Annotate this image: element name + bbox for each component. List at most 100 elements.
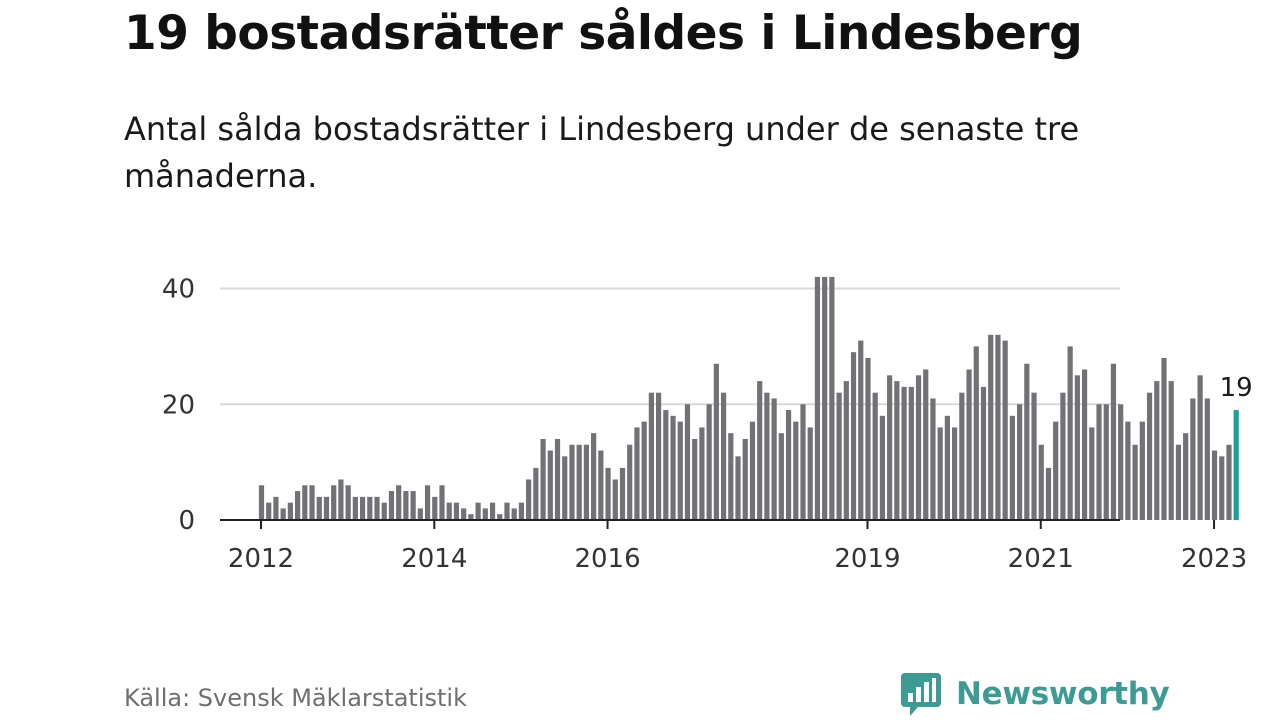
bar [323, 496, 330, 520]
bar [728, 433, 734, 520]
bar [533, 467, 539, 520]
bar [381, 502, 387, 520]
bar-series [258, 276, 1239, 521]
bar [482, 508, 488, 520]
bar [930, 398, 936, 520]
bar [1168, 381, 1174, 520]
bar [937, 427, 943, 520]
bar [1002, 340, 1008, 520]
bar [648, 392, 654, 520]
bar [1110, 363, 1117, 520]
bar [663, 410, 669, 520]
bar [771, 398, 777, 520]
bar [814, 276, 821, 520]
bar [605, 467, 611, 520]
bar [1175, 444, 1182, 520]
bar [295, 491, 301, 520]
bar [966, 369, 972, 520]
bar [576, 444, 582, 520]
bar [1197, 375, 1203, 520]
x-tick-label: 2016 [574, 544, 640, 574]
bar [1132, 444, 1138, 520]
bar [836, 392, 842, 520]
bar [562, 456, 568, 520]
bar [591, 433, 597, 520]
bar [388, 491, 395, 520]
bar [1089, 427, 1095, 520]
x-tick-label: 2019 [834, 544, 900, 574]
bar-highlighted [1233, 410, 1239, 520]
bar [1060, 392, 1066, 520]
bar [475, 502, 481, 520]
bar [504, 502, 510, 520]
bar [1031, 392, 1037, 520]
bar-chart: 0 20 40 2012 2014 2016 2019 2021 2023 19 [162, 275, 1253, 575]
bar [901, 386, 907, 520]
bar [793, 421, 799, 520]
bar [894, 381, 900, 520]
bar [287, 502, 293, 520]
bar [461, 508, 467, 520]
x-tick-label: 2012 [228, 544, 294, 574]
bar [439, 485, 445, 520]
bar [518, 502, 525, 520]
bar [1009, 415, 1015, 520]
bar [988, 334, 994, 520]
bar [273, 496, 279, 520]
bar [1190, 398, 1196, 520]
bar [569, 444, 575, 520]
bar [1211, 450, 1218, 520]
bar [1024, 363, 1030, 520]
bar [749, 421, 756, 520]
x-tick-label: 2023 [1181, 544, 1247, 574]
bar [742, 438, 748, 520]
bar [1067, 346, 1073, 521]
bar [468, 514, 474, 520]
bar [973, 346, 979, 521]
bar [1219, 456, 1225, 520]
bar [822, 276, 828, 520]
bar [959, 392, 965, 520]
bar [713, 363, 719, 520]
bar [1045, 467, 1052, 520]
bar [641, 421, 647, 520]
bar [1053, 421, 1059, 520]
bar [374, 496, 380, 520]
gridlines [220, 287, 1120, 406]
source-note: Källa: Svensk Mäklarstatistik [124, 684, 467, 712]
bar [908, 386, 914, 520]
bar-chart-speech-bubble-icon [901, 673, 941, 716]
bar [865, 357, 871, 520]
bar [367, 496, 373, 520]
bar [980, 386, 987, 520]
x-tick-label: 2021 [1008, 544, 1074, 574]
bar [1103, 404, 1109, 520]
brand-logo: Newsworthy [900, 670, 1170, 718]
y-tick-label: 40 [162, 275, 195, 305]
bar [1139, 421, 1145, 520]
bar [547, 450, 553, 520]
bar [872, 392, 878, 520]
bar [417, 508, 423, 520]
bar [634, 427, 640, 520]
bar [858, 340, 864, 520]
bar [735, 456, 741, 520]
bar [424, 485, 431, 520]
bar [670, 415, 676, 520]
bar [1183, 433, 1189, 520]
bar [785, 410, 792, 520]
bar [396, 485, 402, 520]
bar [403, 491, 409, 520]
bar [598, 450, 604, 520]
chart-subtitle: Antal sålda bostadsrätter i Lindesberg u… [124, 110, 1080, 195]
bar [1204, 398, 1210, 520]
y-tick-label: 0 [178, 506, 195, 536]
bar [1118, 404, 1124, 520]
bar [656, 392, 662, 520]
bar [627, 444, 633, 520]
bar [432, 496, 438, 520]
bar [720, 392, 727, 520]
highlight-data-label: 19 [1220, 373, 1253, 403]
bar [778, 433, 784, 520]
x-tick-label: 2014 [401, 544, 467, 574]
